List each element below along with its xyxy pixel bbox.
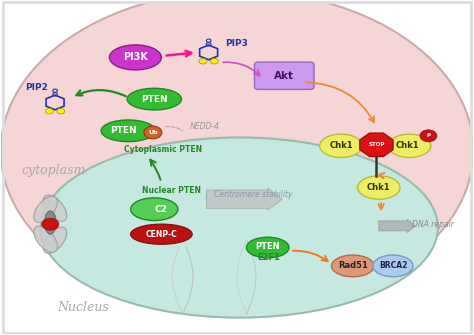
Text: Chk1: Chk1 — [395, 141, 419, 150]
Text: Chk1: Chk1 — [367, 183, 391, 192]
Text: Chk1: Chk1 — [329, 141, 353, 150]
Ellipse shape — [41, 137, 438, 318]
Ellipse shape — [45, 211, 56, 234]
Ellipse shape — [357, 176, 400, 199]
Ellipse shape — [109, 45, 161, 70]
FancyArrow shape — [379, 219, 416, 232]
Circle shape — [199, 58, 207, 64]
Text: CENP-C: CENP-C — [146, 230, 177, 239]
FancyArrow shape — [206, 188, 282, 210]
Circle shape — [57, 109, 65, 114]
Ellipse shape — [144, 126, 162, 139]
Text: Nuclear PTEN: Nuclear PTEN — [143, 186, 201, 195]
Text: Rad51: Rad51 — [338, 261, 368, 270]
Ellipse shape — [34, 196, 57, 222]
Text: DNA repair: DNA repair — [412, 220, 454, 229]
Ellipse shape — [43, 195, 67, 221]
Text: PI3K: PI3K — [123, 52, 148, 62]
Ellipse shape — [319, 134, 362, 157]
Text: PTEN: PTEN — [141, 94, 168, 104]
Text: cytoplasm: cytoplasm — [22, 164, 86, 177]
Ellipse shape — [34, 226, 57, 252]
Text: P: P — [427, 133, 430, 138]
Ellipse shape — [388, 134, 431, 157]
Text: PIP2: PIP2 — [25, 83, 47, 92]
Circle shape — [46, 109, 53, 114]
Circle shape — [42, 218, 59, 230]
Ellipse shape — [131, 198, 178, 220]
Ellipse shape — [131, 224, 192, 244]
Circle shape — [210, 58, 219, 64]
Text: C2: C2 — [155, 205, 168, 214]
Ellipse shape — [43, 227, 67, 253]
Text: Cytoplasmic PTEN: Cytoplasmic PTEN — [124, 145, 202, 154]
Text: BRCA2: BRCA2 — [379, 261, 407, 270]
Text: PTEN: PTEN — [110, 126, 137, 135]
Ellipse shape — [127, 88, 182, 110]
Text: Akt: Akt — [274, 71, 294, 81]
Text: NEDD-4: NEDD-4 — [190, 122, 220, 131]
Ellipse shape — [101, 120, 155, 142]
Ellipse shape — [246, 237, 289, 258]
Ellipse shape — [331, 255, 374, 277]
Polygon shape — [360, 133, 393, 156]
Text: PTEN: PTEN — [255, 242, 280, 251]
Ellipse shape — [0, 0, 474, 311]
Text: PIP3: PIP3 — [226, 39, 248, 48]
Text: Centromere stability: Centromere stability — [214, 190, 293, 199]
FancyBboxPatch shape — [255, 62, 314, 89]
Circle shape — [420, 130, 437, 142]
Text: Ub: Ub — [148, 130, 158, 135]
Text: E2F1: E2F1 — [257, 253, 280, 262]
Text: Nucleus: Nucleus — [57, 301, 109, 314]
Ellipse shape — [373, 255, 413, 277]
Text: STOP: STOP — [368, 142, 384, 147]
